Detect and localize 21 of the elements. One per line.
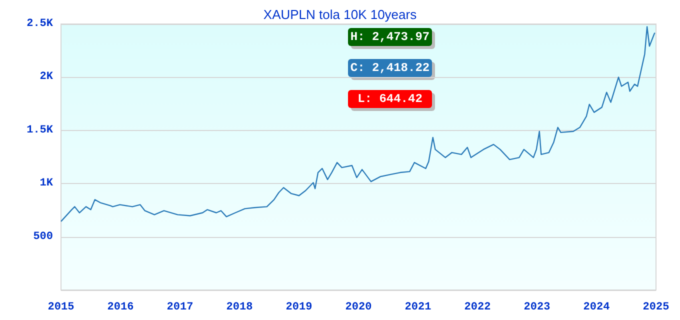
annotation: L: 644.42 [358,92,422,106]
annotation: C: 2,418.22 [350,61,430,75]
chart-title: XAUPLN tola 10K 10years [263,7,418,22]
x-tick-label: 2020 [345,302,372,314]
annotation: H: 2,473.97 [350,30,430,44]
y-tick-label: 2K [40,71,54,84]
x-tick-label: 2016 [107,302,134,314]
y-tick-label: 500 [33,230,53,243]
x-tick-label: 2021 [404,302,432,314]
x-tick-label: 2022 [464,302,491,314]
y-tick-label: 1.5K [26,124,54,136]
x-tick-label: 2017 [166,302,194,314]
x-tick-label: 2023 [524,302,551,314]
x-tick-label: 2019 [286,302,312,314]
x-tick-label: 2015 [48,302,75,314]
line-series [60,26,656,222]
x-tick-label: 2018 [226,302,254,314]
y-tick-label: 1K [40,178,54,190]
y-tick-label: 2.5K [26,18,54,30]
x-tick-label: 2024 [583,302,610,314]
x-tick-label: 2025 [642,302,670,314]
